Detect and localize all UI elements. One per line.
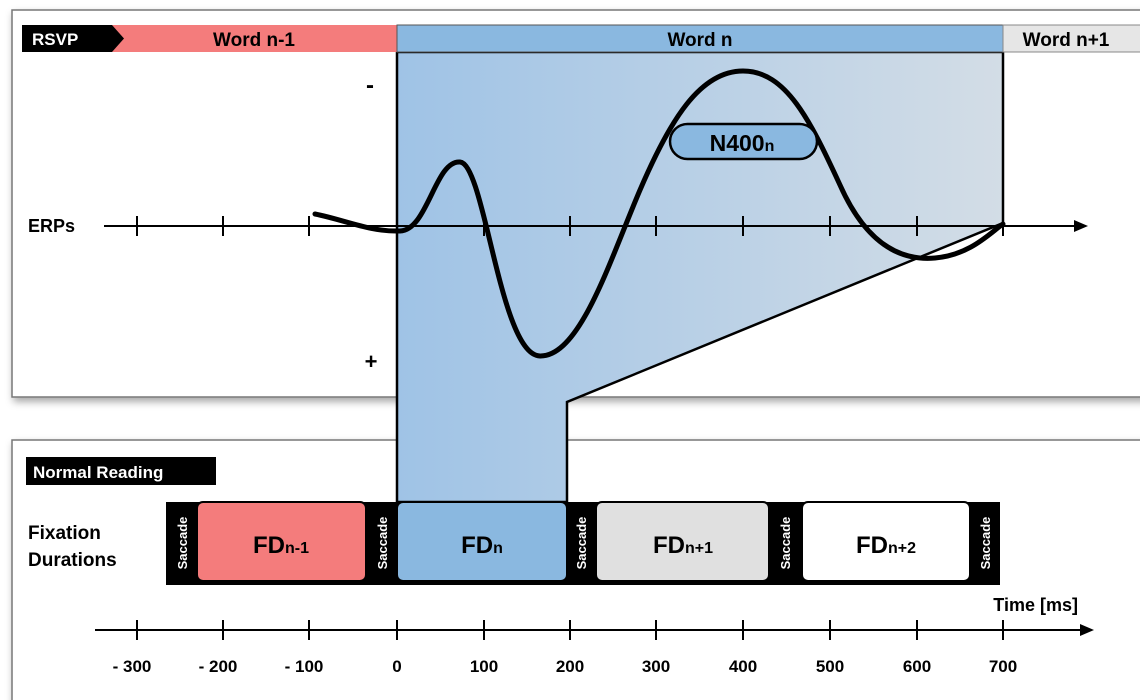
negative-polarity-label: - (366, 72, 374, 99)
fd-prev-label: FDn-1 (253, 532, 309, 559)
word-prev-bar (112, 25, 397, 52)
fd-next-box (595, 501, 770, 582)
time-tick-label: 100 (470, 657, 498, 676)
time-axis-arrowhead (1080, 624, 1094, 636)
saccade-label-5: Saccade (978, 517, 993, 570)
time-axis-ticks (136, 620, 1004, 640)
saccade-label-4: Saccade (778, 517, 793, 570)
fd-next2-label: FDn+2 (856, 532, 916, 559)
word-next-bar (1002, 24, 1140, 53)
erp-waveform (312, 68, 1006, 359)
rsvp-badge (22, 25, 124, 52)
saccade-label-2: Saccade (375, 517, 390, 570)
normal-reading-badge (26, 457, 216, 485)
fd-curr-box (396, 501, 568, 582)
fd-next-label: FDn+1 (653, 532, 713, 559)
erp-axis-label: ERPs (28, 216, 75, 236)
time-tick-label: 600 (903, 657, 931, 676)
normal-reading-badge-label: Normal Reading (33, 463, 163, 482)
time-tick-label: - 200 (199, 657, 238, 676)
time-tick-label: 400 (729, 657, 757, 676)
word-next-label: Word n+1 (1023, 30, 1110, 51)
time-tick-label: 0 (392, 657, 401, 676)
time-tick-label: 200 (556, 657, 584, 676)
time-tick-label: - 300 (113, 657, 152, 676)
fixation-durations-label-line1: Fixation (28, 523, 101, 544)
fd-next2-box (801, 501, 971, 582)
time-tick-label: 300 (642, 657, 670, 676)
rsvp-badge-label: RSVP (32, 30, 78, 49)
fixation-durations-label-line2: Durations (28, 550, 117, 571)
fd-curr-label: FDn (461, 532, 503, 559)
n400-label-box (668, 122, 819, 161)
time-axis-label: Time [ms] (993, 595, 1078, 615)
time-tick-label: - 100 (285, 657, 324, 676)
time-tick-label: 700 (989, 657, 1017, 676)
saccade-label-3: Saccade (574, 517, 589, 570)
word-curr-label: Word n (667, 30, 732, 51)
erp-axis-arrowhead (1074, 220, 1088, 232)
positive-polarity-label: + (365, 349, 378, 374)
fd-prev-box (196, 501, 367, 582)
saccade-label-1: Saccade (175, 517, 190, 570)
time-tick-label: 500 (816, 657, 844, 676)
n400-label: N400n (710, 130, 775, 156)
word-prev-label: Word n-1 (213, 30, 295, 51)
